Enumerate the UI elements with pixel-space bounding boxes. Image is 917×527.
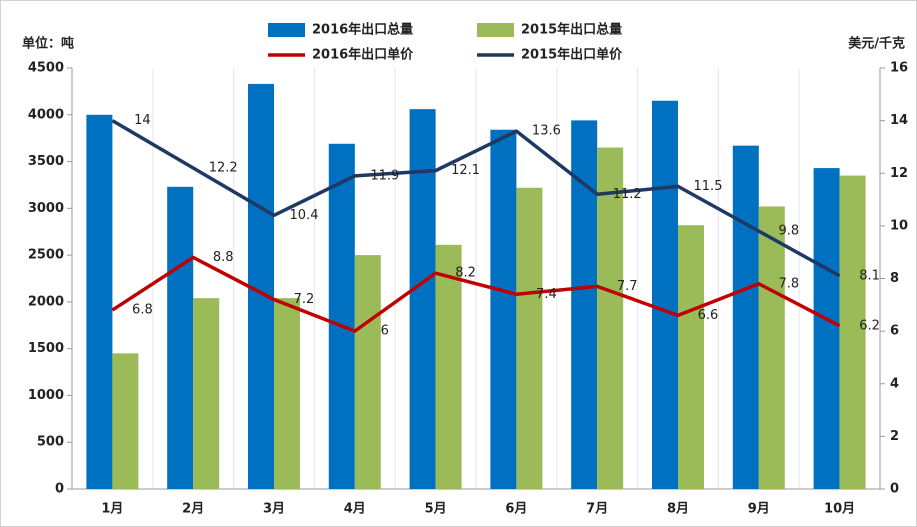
data-label: 9.8 bbox=[778, 224, 799, 239]
legend-swatch bbox=[268, 23, 305, 37]
y-tick-label: 4500 bbox=[28, 61, 64, 76]
bar bbox=[678, 225, 704, 489]
y-tick-label: 500 bbox=[37, 435, 64, 450]
y-tick-label: 0 bbox=[55, 482, 64, 497]
data-label: 7.7 bbox=[617, 279, 638, 294]
data-label: 7.8 bbox=[778, 276, 799, 291]
y-axis-label: 单位：吨 bbox=[22, 36, 74, 52]
data-label: 12.2 bbox=[209, 160, 238, 175]
x-tick-label: 5月 bbox=[425, 502, 447, 517]
legend-swatch bbox=[477, 23, 514, 37]
data-label: 10.4 bbox=[290, 208, 319, 223]
y2-axis-label: 美元/千克 bbox=[848, 36, 905, 52]
data-label: 7.4 bbox=[536, 287, 557, 302]
bar bbox=[571, 120, 598, 489]
bar bbox=[354, 255, 381, 489]
bar bbox=[86, 114, 113, 490]
data-label: 11.5 bbox=[694, 179, 723, 194]
bar bbox=[839, 175, 866, 490]
y-tick-label: 4000 bbox=[28, 107, 64, 122]
data-label: 7.2 bbox=[294, 292, 315, 307]
x-tick-label: 9月 bbox=[748, 502, 770, 517]
bar bbox=[490, 129, 517, 489]
y2-tick-label: 2 bbox=[890, 429, 899, 444]
y2-tick-label: 8 bbox=[890, 271, 899, 286]
bar bbox=[193, 298, 220, 489]
legend-label: 2016年出口总量 bbox=[312, 22, 413, 38]
bar bbox=[516, 187, 543, 490]
y-tick-label: 2000 bbox=[28, 294, 64, 309]
data-label: 8.2 bbox=[455, 266, 476, 281]
data-label: 6.8 bbox=[132, 303, 153, 318]
x-tick-label: 7月 bbox=[586, 502, 608, 517]
data-label: 13.6 bbox=[532, 124, 561, 139]
y-tick-label: 3000 bbox=[28, 201, 64, 216]
y2-tick-label: 4 bbox=[890, 376, 899, 391]
bar bbox=[328, 143, 355, 489]
data-label: 8.1 bbox=[859, 268, 880, 283]
bar bbox=[597, 147, 624, 489]
bar bbox=[652, 100, 678, 489]
y2-tick-label: 12 bbox=[890, 166, 908, 181]
bar bbox=[409, 109, 436, 490]
x-tick-label: 3月 bbox=[263, 502, 285, 517]
x-tick-label: 2月 bbox=[182, 502, 204, 517]
bar bbox=[813, 168, 840, 490]
y2-tick-label: 16 bbox=[890, 61, 908, 76]
data-label: 6.2 bbox=[859, 318, 880, 333]
bar bbox=[274, 298, 300, 489]
y-tick-label: 3500 bbox=[28, 154, 64, 169]
y2-tick-label: 6 bbox=[890, 324, 899, 339]
x-tick-label: 6月 bbox=[505, 502, 527, 517]
line bbox=[111, 255, 841, 333]
data-label: 8.8 bbox=[213, 250, 234, 265]
y2-tick-label: 14 bbox=[890, 113, 908, 128]
data-label: 6.6 bbox=[698, 308, 719, 323]
y-tick-label: 1500 bbox=[28, 341, 64, 356]
bar bbox=[758, 206, 785, 489]
x-tick-label: 4月 bbox=[344, 502, 366, 517]
x-tick-label: 10月 bbox=[824, 502, 855, 517]
data-label: 6 bbox=[381, 324, 389, 339]
legend-label: 2016年出口单价 bbox=[312, 47, 414, 63]
legend-label: 2015年出口总量 bbox=[521, 22, 622, 38]
bar bbox=[112, 353, 139, 489]
bar bbox=[732, 145, 759, 489]
x-tick-label: 8月 bbox=[667, 502, 689, 517]
legend-label: 2015年出口单价 bbox=[521, 47, 623, 63]
data-label: 12.1 bbox=[451, 163, 480, 178]
y2-tick-label: 10 bbox=[890, 218, 908, 233]
data-label: 14 bbox=[134, 113, 151, 128]
y-tick-label: 1000 bbox=[28, 388, 64, 403]
bar bbox=[167, 186, 194, 489]
y-tick-label: 2500 bbox=[28, 248, 64, 263]
bar bbox=[435, 244, 462, 489]
data-label: 11.9 bbox=[370, 168, 399, 183]
line bbox=[111, 119, 841, 278]
y2-tick-label: 0 bbox=[890, 482, 899, 497]
x-tick-label: 1月 bbox=[101, 502, 123, 517]
data-label: 11.2 bbox=[613, 187, 642, 202]
